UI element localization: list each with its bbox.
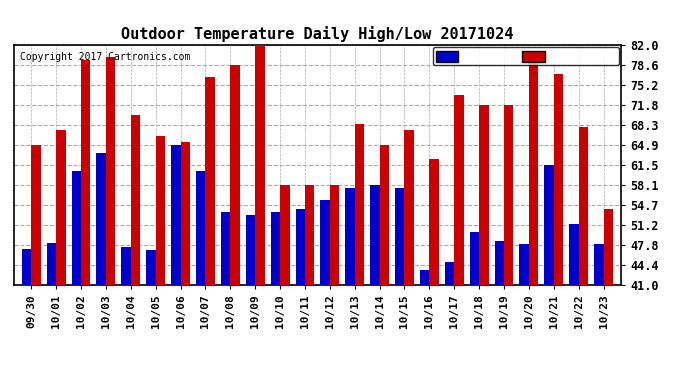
Bar [479, 105, 489, 285]
Bar [181, 142, 190, 285]
Bar [604, 209, 613, 285]
Bar [454, 95, 464, 285]
Bar [146, 250, 156, 285]
Bar [295, 209, 305, 285]
Bar [529, 60, 538, 285]
Bar [121, 247, 131, 285]
Bar [31, 145, 41, 285]
Bar [22, 249, 31, 285]
Bar [355, 124, 364, 285]
Title: Outdoor Temperature Daily High/Low 20171024: Outdoor Temperature Daily High/Low 20171… [121, 27, 513, 42]
Bar [206, 77, 215, 285]
Bar [171, 144, 181, 285]
Bar [196, 171, 206, 285]
Bar [429, 159, 439, 285]
Text: Copyright 2017 Cartronics.com: Copyright 2017 Cartronics.com [20, 52, 190, 62]
Bar [330, 185, 339, 285]
Bar [370, 186, 380, 285]
Bar [56, 130, 66, 285]
Bar [305, 185, 315, 285]
Bar [72, 171, 81, 285]
Bar [97, 153, 106, 285]
Bar [255, 45, 265, 285]
Bar [579, 127, 588, 285]
Bar [395, 188, 404, 285]
Bar [345, 188, 355, 285]
Bar [246, 215, 255, 285]
Bar [81, 60, 90, 285]
Bar [156, 136, 165, 285]
Bar [594, 244, 604, 285]
Bar [520, 244, 529, 285]
Bar [569, 224, 579, 285]
Bar [495, 241, 504, 285]
Bar [230, 66, 239, 285]
Bar [445, 262, 454, 285]
Bar [280, 185, 290, 285]
Bar [221, 212, 230, 285]
Bar [544, 165, 554, 285]
Bar [380, 145, 389, 285]
Bar [420, 270, 429, 285]
Bar [504, 105, 513, 285]
Bar [404, 130, 414, 285]
Bar [470, 232, 479, 285]
Bar [106, 57, 115, 285]
Bar [47, 243, 56, 285]
Bar [131, 115, 140, 285]
Legend: Low  (°F), High  (°F): Low (°F), High (°F) [433, 47, 619, 65]
Bar [270, 212, 280, 285]
Bar [320, 200, 330, 285]
Bar [554, 74, 563, 285]
